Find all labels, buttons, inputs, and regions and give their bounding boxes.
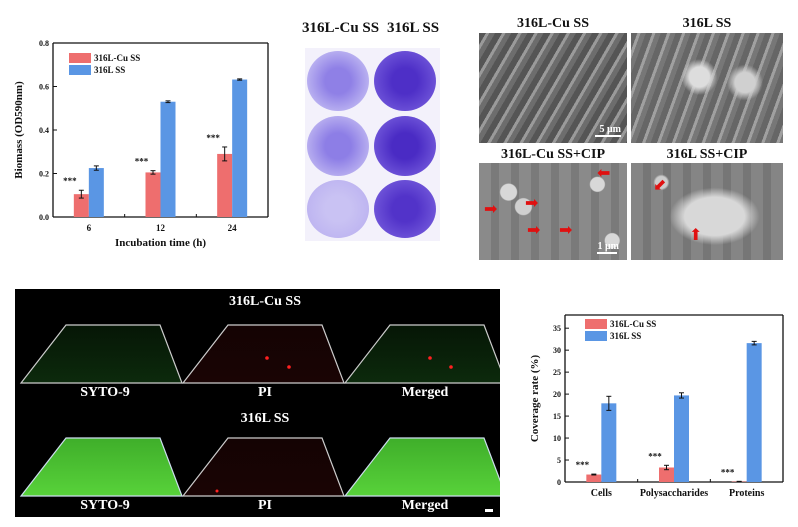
pi-spot bbox=[215, 489, 219, 493]
coverage-chart: 0 5 10 15 20 25 30 35 Cells *** Polysaccharides ***… bbox=[529, 314, 784, 499]
arrow-icon: ⬋ bbox=[653, 177, 667, 194]
bar-ss bbox=[160, 101, 176, 217]
legend-swatch-ss bbox=[585, 331, 607, 341]
well-plate-photo bbox=[305, 48, 440, 241]
sem-image-ss bbox=[631, 33, 783, 143]
channel-label-syto9-cu: SYTO-9 bbox=[80, 385, 130, 400]
y-tick-label: 0.0 bbox=[39, 213, 49, 222]
bar-ss bbox=[674, 395, 689, 482]
well bbox=[307, 180, 369, 238]
sem-title-cu: 316L-Cu SS bbox=[517, 16, 589, 31]
scale-bar bbox=[485, 509, 493, 512]
bar-cu bbox=[586, 474, 602, 482]
well-label-ss: 316L SS bbox=[387, 20, 440, 36]
sem-title-ss: 316L SS bbox=[682, 16, 732, 31]
bar-ss bbox=[601, 403, 617, 482]
scale-bar bbox=[597, 252, 617, 254]
x-tick-label: Polysaccharides bbox=[640, 488, 708, 499]
arrow-icon: ⬅ bbox=[597, 165, 611, 182]
y-tick-label: 0.8 bbox=[39, 39, 49, 48]
y-tick-label: 10 bbox=[553, 434, 561, 443]
y-axis-label: Coverage rate (%) bbox=[529, 354, 541, 442]
row-title-cu: 316L-Cu SS bbox=[229, 294, 301, 309]
well bbox=[374, 180, 436, 238]
bar-ss bbox=[232, 79, 248, 217]
sem-image-cu-cip: ➡ ➡ ➡ ➡ ⬅ 1 μm bbox=[479, 163, 627, 260]
legend-label: 316L SS bbox=[94, 65, 125, 75]
sem-title-cu-cip: 316L-Cu SS+CIP bbox=[500, 147, 606, 162]
legend-label: 316L SS bbox=[610, 331, 641, 341]
y-tick-label: 25 bbox=[553, 368, 561, 377]
sem-image-ss-cip: ⬋ ⬆ bbox=[631, 163, 783, 260]
x-tick-label: Cells bbox=[591, 488, 612, 499]
pi-spot bbox=[265, 356, 269, 360]
well bbox=[374, 51, 436, 111]
significance-label: *** bbox=[721, 467, 735, 477]
x-tick-label: 6 bbox=[87, 223, 92, 233]
merged-image-cu bbox=[343, 324, 500, 384]
significance-label: *** bbox=[576, 460, 590, 470]
arrow-icon: ➡ bbox=[525, 195, 539, 212]
arrow-icon: ➡ bbox=[527, 222, 541, 239]
merged-spot bbox=[449, 365, 453, 369]
sem-title-ss-cip: 316L SS+CIP bbox=[666, 147, 748, 162]
merged-spot bbox=[428, 356, 432, 360]
bar-cu bbox=[217, 153, 233, 217]
syto9-image-cu bbox=[19, 324, 183, 384]
confocal-images bbox=[19, 324, 500, 512]
pi-image-cu bbox=[181, 324, 345, 384]
x-tick-label: 12 bbox=[156, 223, 166, 233]
y-tick-label: 35 bbox=[553, 324, 561, 333]
arrow-icon: ⬆ bbox=[689, 227, 703, 244]
bar-ss bbox=[746, 343, 762, 482]
bar-ss bbox=[88, 168, 104, 217]
well-label-cu: 316L-Cu SS bbox=[302, 20, 380, 36]
well bbox=[307, 116, 369, 176]
channel-label-pi-cu: PI bbox=[258, 385, 272, 400]
y-tick-label: 15 bbox=[553, 412, 561, 421]
channel-label-syto9-ss: SYTO-9 bbox=[80, 498, 130, 513]
y-tick-label: 20 bbox=[553, 390, 561, 399]
scale-bar bbox=[595, 135, 621, 137]
legend-label: 316L-Cu SS bbox=[94, 53, 140, 63]
scale-bar-label: 5 μm bbox=[599, 124, 622, 135]
channel-label-merged-ss: Merged bbox=[401, 498, 449, 513]
legend-swatch-cu bbox=[69, 53, 91, 63]
legend-swatch-ss bbox=[69, 65, 91, 75]
significance-label: *** bbox=[63, 176, 77, 186]
significance-label: *** bbox=[206, 133, 220, 143]
sem-image-cu: 5 μm bbox=[479, 33, 627, 143]
legend-swatch-cu bbox=[585, 319, 607, 329]
bar-cu bbox=[659, 467, 674, 482]
scale-bar-label: 1 μm bbox=[597, 241, 620, 252]
significance-label: *** bbox=[648, 451, 662, 461]
x-tick-label: Proteins bbox=[729, 488, 764, 499]
channel-label-pi-ss: PI bbox=[258, 498, 272, 513]
channel-label-merged-cu: Merged bbox=[401, 385, 449, 400]
y-axis-label: Biomass (OD590nm) bbox=[13, 81, 25, 179]
merged-image-ss bbox=[343, 437, 500, 497]
legend-label: 316L-Cu SS bbox=[610, 319, 656, 329]
bar-cu bbox=[73, 194, 89, 217]
y-tick-label: 0.2 bbox=[39, 170, 49, 179]
bar-cu bbox=[145, 172, 161, 217]
y-tick-label: 5 bbox=[557, 456, 561, 465]
biomass-chart: 0.0 0.2 0.4 0.6 0.8 6 *** 12 *** 24 *** 316L-Cu SS 3… bbox=[13, 39, 269, 249]
y-tick-label: 0.4 bbox=[39, 126, 49, 135]
syto9-image-ss bbox=[19, 437, 183, 497]
fluorescence-panel: 316L-Cu SS 316L SS SYTO-9 PI Merged SYTO… bbox=[15, 289, 500, 517]
y-tick-label: 0 bbox=[557, 478, 561, 487]
arrow-icon: ➡ bbox=[559, 222, 573, 239]
arrow-icon: ➡ bbox=[484, 201, 498, 218]
x-axis-label: Incubation time (h) bbox=[115, 237, 206, 249]
y-tick-label: 30 bbox=[553, 346, 561, 355]
well bbox=[307, 51, 369, 111]
pi-image-ss bbox=[181, 437, 345, 497]
significance-label: *** bbox=[135, 157, 149, 167]
x-tick-label: 24 bbox=[228, 223, 238, 233]
well bbox=[374, 116, 436, 176]
pi-spot bbox=[287, 365, 291, 369]
row-title-ss: 316L SS bbox=[240, 411, 290, 426]
y-tick-label: 0.6 bbox=[39, 83, 49, 92]
